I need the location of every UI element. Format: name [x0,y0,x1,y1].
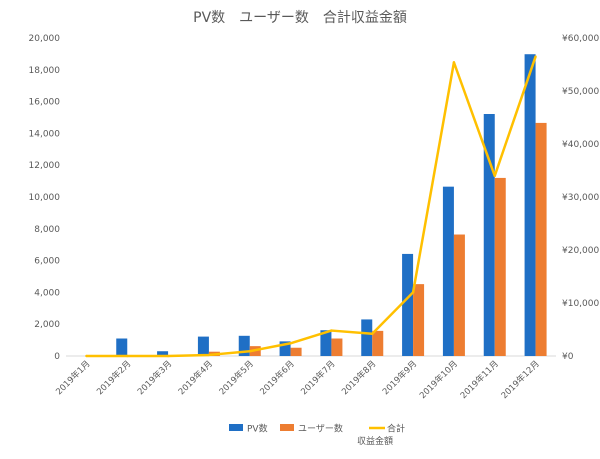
x-tick-label: 2019年5月 [217,358,256,397]
legend-extra-label: 収益金額 [357,435,393,447]
line-series [85,55,537,358]
legend-swatch [229,424,243,431]
bar-pv [157,351,169,356]
bar-pv [320,330,332,356]
line-point [411,291,415,294]
y-left-tick-label: 2,000 [34,320,60,330]
line-point [493,174,496,177]
bar-pv [402,253,414,356]
y-left-tick-label: 16,000 [29,98,61,108]
y-left-tick-label: 18,000 [29,66,61,76]
tick-labels: 0 2,000 4,000 6,000 8,000 10,000 12,000 14,000 1… [29,34,600,401]
x-tick-label: 2019年11月 [458,358,501,401]
x-tick-label: 2019年8月 [339,358,378,397]
y-left-tick-label: 6,000 [34,257,60,267]
line-point [371,332,374,335]
x-tick-label: 2019年9月 [380,358,419,397]
y-right-tick-label: ¥10,000 [562,299,599,309]
bar-users [494,177,506,356]
bar-users [535,122,547,356]
bar-users [413,284,425,356]
bar-pv [483,114,495,356]
legend-label: ユーザー数 [298,423,343,435]
line-point [166,354,170,358]
bar-pv [279,341,291,356]
bar-pv [524,54,536,357]
y-right-tick-label: ¥30,000 [562,193,599,203]
line-point [289,342,292,345]
line-point [452,61,456,64]
y-right-tick-label: ¥60,000 [562,34,599,44]
y-left-tick-label: 8,000 [34,225,60,235]
legend-label: PV数 [247,423,268,435]
line-point [248,350,251,353]
line-point [534,55,537,58]
legend: PV数 ユーザー数 合計収益金額 [229,423,405,447]
x-tick-label: 2019年7月 [299,358,338,397]
y-right-tick-label: ¥40,000 [562,140,599,150]
x-tick-label: 2019年3月 [135,358,174,397]
x-tick-label: 2019年2月 [94,358,133,397]
y-right-tick-label: ¥50,000 [562,87,599,97]
bar-pv [116,338,128,356]
bar-pv [361,319,373,356]
line-point [85,354,88,358]
y-left-tick-label: 0 [54,352,60,362]
y-left-tick-label: 20,000 [29,34,61,44]
x-tick-label: 2019年4月 [176,358,215,397]
line-point [330,329,333,332]
bar-users [453,234,465,356]
y-right-tick-label: ¥0 [562,352,574,362]
x-tick-label: 2019年1月 [54,358,93,397]
bar-pv [238,335,250,356]
line-total-revenue [86,56,537,358]
x-tick-label: 2019年6月 [258,358,297,397]
line-point [207,353,211,357]
x-tick-label: 2019年12月 [499,358,542,401]
y-left-tick-label: 12,000 [29,161,61,171]
bar-users [372,330,384,356]
x-tick-label: 2019年10月 [417,358,460,401]
y-left-tick-label: 4,000 [34,288,60,298]
y-right-tick-label: ¥20,000 [562,246,599,256]
y-left-tick-label: 14,000 [29,129,61,139]
legend-swatch [280,424,294,431]
bar-users [331,338,343,356]
bar-pv [197,336,209,356]
legend-label: 合計 [387,423,405,435]
bars [116,54,547,357]
chart-title: PV数 ユーザー数 合計収益金額 [193,10,407,26]
bar-users [290,347,302,356]
bar-pv [442,186,454,356]
line-point [126,354,129,358]
y-left-tick-label: 10,000 [29,193,61,203]
